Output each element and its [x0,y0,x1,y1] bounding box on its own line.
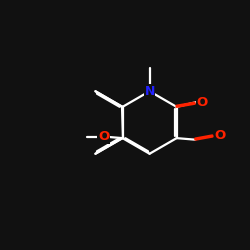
Text: O: O [98,130,110,143]
Text: O: O [214,129,226,142]
Text: O: O [197,96,208,109]
Text: O: O [198,96,209,109]
Text: N: N [144,85,155,98]
